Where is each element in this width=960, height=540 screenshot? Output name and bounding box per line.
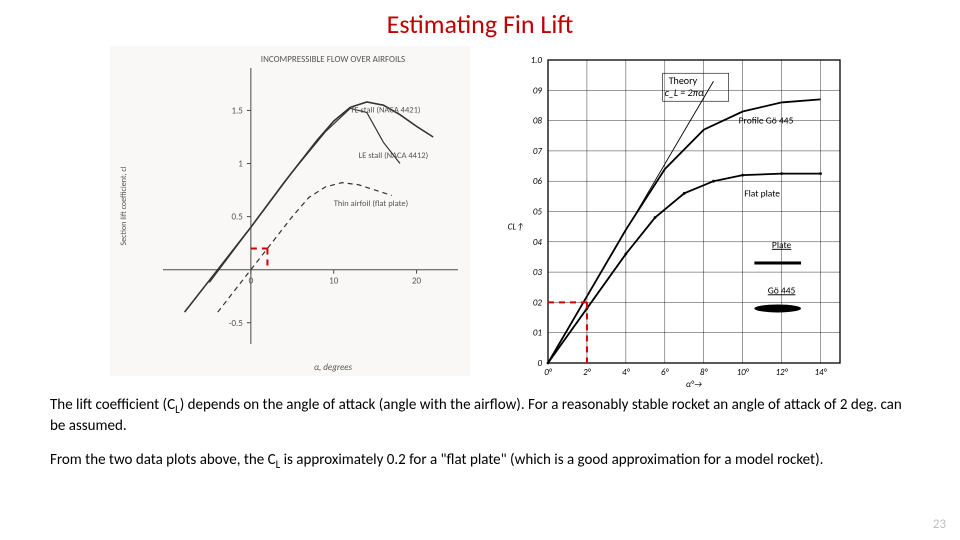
svg-text:09: 09: [533, 85, 543, 96]
svg-text:08: 08: [533, 116, 543, 127]
svg-text:0: 0: [249, 276, 254, 287]
svg-text:10: 10: [329, 276, 339, 287]
svg-text:07: 07: [533, 146, 543, 157]
svg-text:Flat plate: Flat plate: [744, 187, 780, 199]
svg-text:02: 02: [533, 297, 543, 308]
svg-text:14°: 14°: [814, 367, 827, 378]
svg-text:01: 01: [533, 328, 543, 339]
svg-text:CL↑: CL↑: [508, 222, 525, 233]
svg-text:α°→: α°→: [686, 379, 702, 390]
svg-text:05: 05: [533, 207, 543, 218]
svg-text:Plate: Plate: [772, 239, 792, 251]
svg-text:0°: 0°: [544, 367, 553, 378]
svg-text:4°: 4°: [622, 367, 631, 378]
svg-text:Section lift coefficient, cl: Section lift coefficient, cl: [119, 166, 129, 245]
svg-text:TE stall (NACA 4421): TE stall (NACA 4421): [350, 106, 420, 116]
svg-text:1.5: 1.5: [231, 105, 243, 116]
paragraph-1: The lift coefficient (CL) depends on the…: [50, 396, 910, 437]
svg-text:06: 06: [533, 176, 543, 187]
p1-pre: The lift coefficient (C: [50, 396, 175, 414]
svg-text:Profile Gö 445: Profile Gö 445: [739, 115, 794, 127]
svg-text:6°: 6°: [661, 367, 670, 378]
charts-row: 01020-0.50.511.5INCOMPRESSIBLE FLOW OVER…: [0, 46, 960, 386]
svg-text:α, degrees: α, degrees: [314, 362, 353, 373]
chart-right: 0° 2° 4° 6° 8° 10° 12° 14° 0 01 02 03 04 05 06 07 08 09 1.…: [500, 46, 850, 386]
svg-text:1: 1: [238, 159, 243, 170]
body-text: The lift coefficient (CL) depends on the…: [0, 386, 960, 472]
page-number: 23: [933, 517, 946, 532]
svg-text:Thin airfoil (flat plate): Thin airfoil (flat plate): [334, 199, 408, 209]
svg-text:c_L = 2πα: c_L = 2πα: [665, 86, 704, 99]
p2-pre: From the two data plots above, the C: [50, 451, 276, 469]
svg-text:Gö 445: Gö 445: [768, 284, 796, 296]
svg-text:20: 20: [412, 276, 422, 287]
page-title: Estimating Fin Lift: [0, 0, 960, 46]
svg-text:LE stall (NACA 4412): LE stall (NACA 4412): [359, 151, 429, 161]
svg-text:2°: 2°: [583, 367, 592, 378]
svg-text:-0.5: -0.5: [229, 318, 244, 329]
svg-text:0.5: 0.5: [231, 212, 243, 223]
svg-text:INCOMPRESSIBLE FLOW OVER AIRFO: INCOMPRESSIBLE FLOW OVER AIRFOILS: [261, 54, 405, 65]
chart-left: 0 10 20 -0.5 0.5 1 1.5 INCOMPRESSIBLE FLOW OVER…: [110, 46, 470, 386]
p2-post: is approximately 0.2 for a "flat plate" …: [280, 451, 823, 469]
svg-text:1.0: 1.0: [531, 55, 543, 66]
paragraph-2: From the two data plots above, the CL is…: [50, 451, 910, 472]
svg-text:12°: 12°: [776, 367, 789, 378]
svg-text:04: 04: [533, 237, 543, 248]
svg-text:0: 0: [537, 358, 542, 369]
svg-text:10°: 10°: [737, 367, 750, 378]
svg-text:03: 03: [533, 267, 543, 278]
svg-text:8°: 8°: [700, 367, 709, 378]
